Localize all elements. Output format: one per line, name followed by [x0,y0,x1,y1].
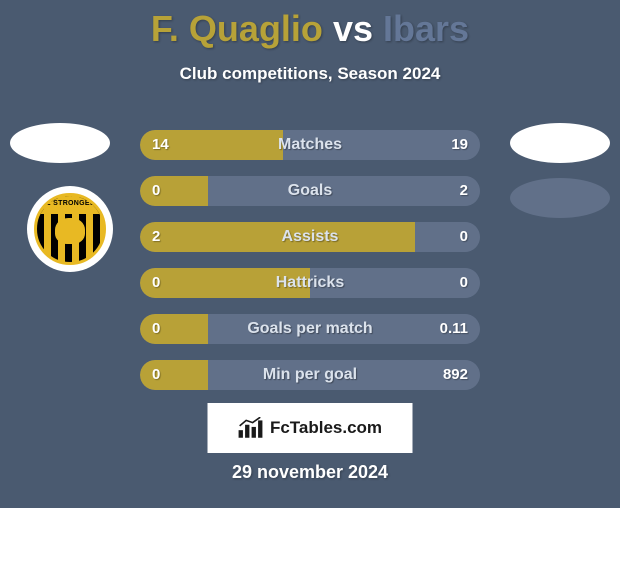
stat-value-right: 19 [451,130,468,160]
stat-row: Matches14 19 [140,130,480,160]
bottom-strip [0,508,620,588]
stat-value-right: 0 [460,268,468,298]
brand-badge[interactable]: FcTables.com [208,403,413,453]
player1-name: F. Quaglio [151,8,323,49]
stat-label: Goals [140,176,480,206]
stat-row: Goals0 2 [140,176,480,206]
chart-icon [238,417,264,439]
stat-label: Matches [140,130,480,160]
stat-value-left: 14 [152,130,169,160]
brand-text: FcTables.com [270,418,382,438]
tiger-icon [55,218,85,244]
club-badge-inner: HE STRONGEST [34,193,106,265]
stat-label: Min per goal [140,360,480,390]
player2-avatar [510,123,610,163]
stat-value-right: 2 [460,176,468,206]
stats-bars: Matches1419Goals02Assists20Hattricks00Go… [140,130,480,406]
stat-row: Goals per match0 0.11 [140,314,480,344]
stat-value-left: 0 [152,360,160,390]
stat-row: Min per goal0 892 [140,360,480,390]
subtitle: Club competitions, Season 2024 [0,64,620,84]
player1-avatar [10,123,110,163]
club-badge-text: HE STRONGEST [35,194,105,214]
vs-text: vs [333,8,373,49]
stat-value-left: 2 [152,222,160,252]
stat-label: Assists [140,222,480,252]
stat-value-left: 0 [152,314,160,344]
stat-label: Goals per match [140,314,480,344]
stat-value-right: 0.11 [440,314,468,344]
stat-label: Hattricks [140,268,480,298]
stat-row: Assists2 0 [140,222,480,252]
player1-club-badge: HE STRONGEST [27,186,113,272]
player2-name: Ibars [383,8,469,49]
stat-value-left: 0 [152,268,160,298]
comparison-title: F. Quaglio vs Ibars [0,8,620,50]
player2-club-placeholder [510,178,610,218]
date-text: 29 november 2024 [0,462,620,483]
stat-value-left: 0 [152,176,160,206]
stat-value-right: 0 [460,222,468,252]
stat-row: Hattricks0 0 [140,268,480,298]
stat-value-right: 892 [443,360,468,390]
